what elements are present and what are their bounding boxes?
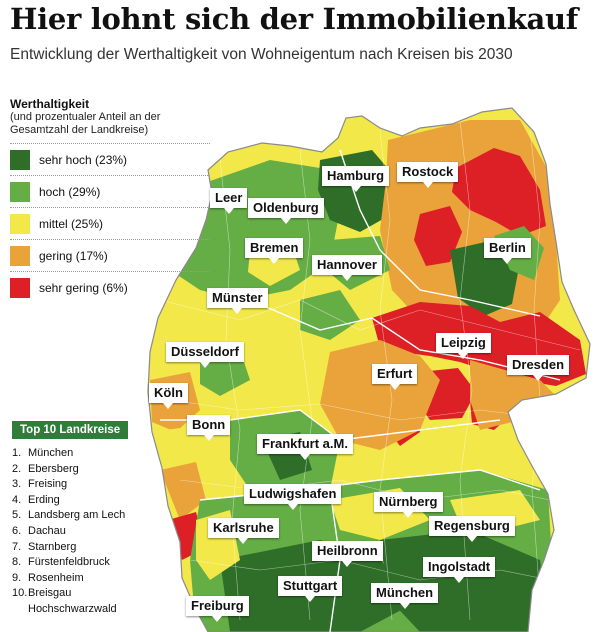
rank-number: 9. xyxy=(12,571,22,584)
list-item: 2. Ebersberg xyxy=(12,462,162,478)
city-label-leer: Leer xyxy=(210,188,248,214)
rank-number: 6. xyxy=(12,524,22,537)
rank-number: 8. xyxy=(12,556,22,569)
list-item: 5. Landsberg am Lech xyxy=(12,508,162,524)
rank-number: 1. xyxy=(12,447,22,459)
legend-swatch xyxy=(10,213,30,234)
district-name: München xyxy=(28,447,74,459)
legend-label: mittel (25%) xyxy=(39,216,104,231)
city-label-koeln: Köln xyxy=(149,383,188,409)
city-label-karlsruhe: Karlsruhe xyxy=(208,518,279,544)
district-name: Ebersberg xyxy=(28,462,79,475)
top10-title: Top 10 Landkreise xyxy=(12,421,129,439)
city-label-ingolstadt: Ingolstadt xyxy=(423,557,496,583)
city-label-regensburg: Regensburg xyxy=(429,516,515,542)
legend: Werthaltigkeit (und prozentualer Anteil … xyxy=(10,97,210,303)
page-subtitle: Entwicklung der Werthaltigkeit von Wohne… xyxy=(10,46,513,63)
legend-item-mittel: mittel (25%) xyxy=(10,207,210,239)
city-label-rostock: Rostock xyxy=(397,162,459,188)
city-label-leipzig: Leipzig xyxy=(436,333,491,359)
city-label-freiburg: Freiburg xyxy=(186,596,249,622)
rank-number: 3. xyxy=(12,478,22,491)
list-item: 10. Breisgau Hochschwarzwald xyxy=(12,586,162,617)
district-name: Starnberg xyxy=(28,540,77,553)
legend-swatch xyxy=(10,277,30,298)
district-name: Erding xyxy=(28,493,60,506)
legend-title: Werthaltigkeit xyxy=(10,97,90,111)
list-item: 8. Fürstenfeldbruck xyxy=(12,555,162,571)
city-label-erfurt: Erfurt xyxy=(372,364,418,390)
rank-number: 7. xyxy=(12,540,22,553)
city-label-ludwigshafen: Ludwigshafen xyxy=(244,484,342,510)
city-label-oldenburg: Oldenburg xyxy=(248,198,324,224)
legend-subtitle: (und prozentualer Anteil an der Gesamtza… xyxy=(10,111,161,136)
rank-number: 4. xyxy=(12,493,22,506)
city-label-berlin: Berlin xyxy=(484,238,531,264)
legend-item-gering: gering (17%) xyxy=(10,239,210,271)
city-label-hamburg: Hamburg xyxy=(322,166,390,192)
district-name: Freising xyxy=(28,478,68,491)
rank-number: 2. xyxy=(12,462,22,475)
country-outline xyxy=(147,107,591,632)
city-label-bonn: Bonn xyxy=(187,415,231,441)
legend-swatch xyxy=(10,245,30,266)
legend-item-sehr-hoch: sehr hoch (23%) xyxy=(10,143,210,175)
legend-label: sehr hoch (23%) xyxy=(39,152,128,167)
city-label-duesseldorf: Düsseldorf xyxy=(166,342,244,368)
list-item: 3. Freising xyxy=(12,477,162,493)
list-item: 4. Erding xyxy=(12,493,162,509)
city-label-heilbronn: Heilbronn xyxy=(312,541,383,567)
legend-label: hoch (29%) xyxy=(39,184,101,199)
page-title: Hier lohnt sich der Immobilienkauf xyxy=(10,2,578,36)
district-name: Fürstenfeldbruck xyxy=(28,556,110,569)
city-label-muenster: Münster xyxy=(207,288,268,314)
rank-number: 10. xyxy=(12,587,28,600)
legend-item-sehr-gering: sehr gering (6%) xyxy=(10,271,210,303)
city-label-stuttgart: Stuttgart xyxy=(278,576,343,602)
district-name: Dachau xyxy=(28,524,66,537)
list-item: 1. München xyxy=(12,446,162,462)
city-label-muenchen: München xyxy=(371,583,439,609)
top10-list: 1. München 2. Ebersberg 3. Freising 4. Erdin… xyxy=(12,446,162,618)
top10-panel: Top 10 Landkreise 1. München 2. Ebersberg … xyxy=(12,420,162,618)
district-name: Landsberg am Lech xyxy=(28,509,126,522)
city-label-hannover: Hannover xyxy=(312,255,382,281)
list-item: 6. Dachau xyxy=(12,524,162,540)
city-label-bremen: Bremen xyxy=(245,238,304,264)
city-label-nuernberg: Nürnberg xyxy=(374,492,443,518)
legend-label: gering (17%) xyxy=(39,248,108,263)
list-item: 7. Starnberg xyxy=(12,540,162,556)
rank-number: 5. xyxy=(12,509,22,522)
district-name: Breisgau Hochschwarzwald xyxy=(28,587,117,615)
legend-label: sehr gering (6%) xyxy=(39,280,128,295)
legend-swatch xyxy=(10,181,30,202)
legend-swatch xyxy=(10,149,30,170)
district-name: Rosenheim xyxy=(28,571,84,584)
legend-item-hoch: hoch (29%) xyxy=(10,175,210,207)
city-label-frankfurt: Frankfurt a.M. xyxy=(257,434,353,460)
city-label-dresden: Dresden xyxy=(507,355,570,381)
list-item: 9. Rosenheim xyxy=(12,571,162,587)
